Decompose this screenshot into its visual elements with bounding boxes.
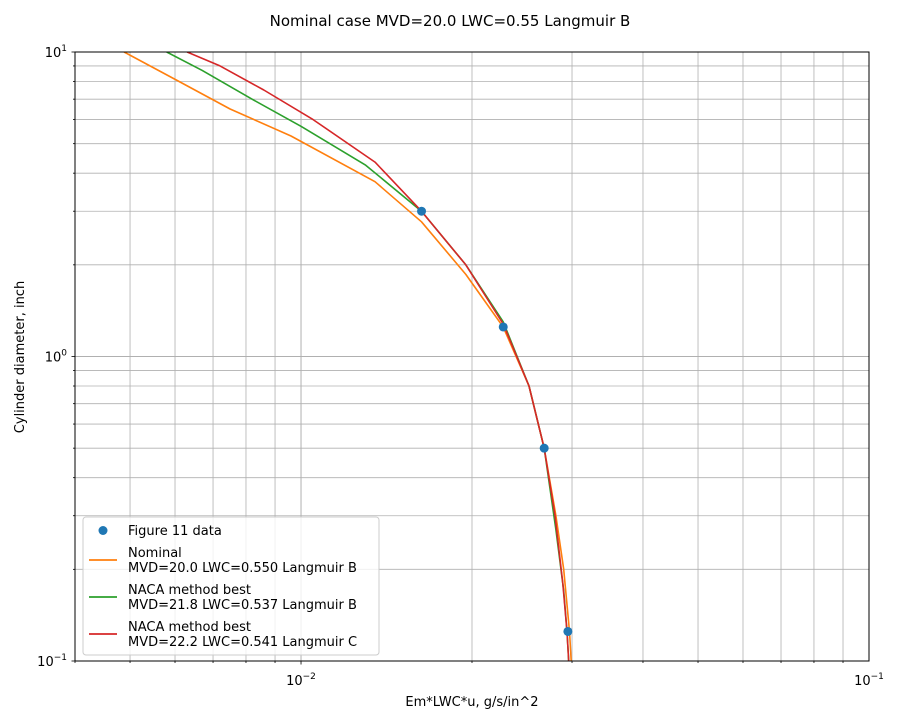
chart-title: Nominal case MVD=20.0 LWC=0.55 Langmuir …	[270, 12, 631, 30]
legend-marker	[98, 526, 108, 535]
tick-exponent: 0	[61, 349, 67, 359]
legend-label-line: Nominal	[128, 546, 182, 561]
tick-exponent: −1	[54, 653, 67, 663]
x-tick-label: 10−2	[286, 672, 316, 689]
y-axis-label: Cylinder diameter, inch	[13, 281, 28, 433]
legend-label-line: MVD=22.2 LWC=0.541 Langmuir C	[128, 635, 357, 650]
data-point	[539, 443, 549, 453]
tick-base: 10	[286, 674, 303, 689]
series-line-1	[123, 52, 572, 661]
data-point	[417, 206, 427, 216]
legend: Figure 11 data Nominal MVD=20.0 LWC=0.550 …	[82, 516, 380, 656]
series-line-3	[186, 52, 570, 661]
legend-label-line: MVD=20.0 LWC=0.550 Langmuir B	[128, 561, 357, 576]
legend-label: Figure 11 data	[128, 524, 222, 539]
tick-exponent: −2	[303, 672, 316, 682]
x-axis-label: Em*LWC*u, g/s/in^2	[405, 695, 538, 710]
tick-base: 10	[45, 351, 62, 366]
x-tick-label: 10−1	[854, 672, 884, 689]
legend-label: NACA method best MVD=21.8 LWC=0.537 Langm…	[128, 583, 357, 613]
legend-label-line: NACA method best	[128, 583, 251, 598]
tick-exponent: 1	[61, 44, 67, 54]
data-point	[563, 626, 573, 636]
y-tick-label: 100	[45, 349, 68, 366]
data-point	[498, 322, 508, 332]
legend-label-line: MVD=21.8 LWC=0.537 Langmuir B	[128, 598, 357, 613]
tick-exponent: −1	[871, 672, 884, 682]
legend-label: NACA method best MVD=22.2 LWC=0.541 Langm…	[128, 620, 357, 650]
tick-base: 10	[37, 655, 54, 670]
legend-label: Nominal MVD=20.0 LWC=0.550 Langmuir B	[128, 546, 357, 576]
tick-base: 10	[45, 46, 62, 61]
grid	[74, 51, 869, 662]
tick-base: 10	[854, 674, 871, 689]
y-tick-label: 10−1	[37, 653, 67, 670]
y-tick-label: 101	[45, 44, 67, 61]
legend-box	[82, 516, 380, 656]
plot-area	[123, 52, 573, 661]
legend-label-line: NACA method best	[128, 620, 251, 635]
